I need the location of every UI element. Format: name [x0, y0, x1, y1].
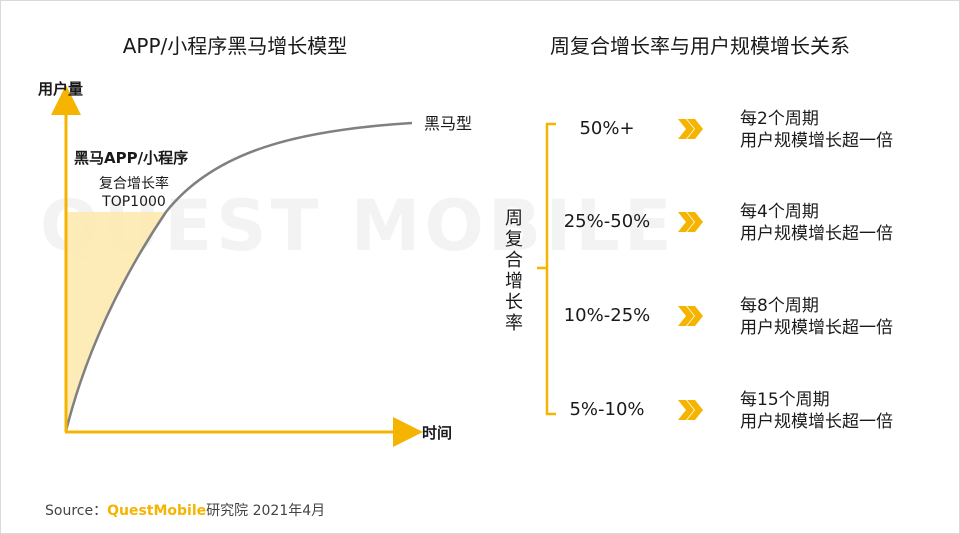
desc-row-4: 每15个周期 用户规模增长超一倍: [740, 390, 893, 432]
chevron-double-right-icon: [678, 306, 703, 326]
chevron-double-right-icon: [678, 400, 703, 420]
bracket: [537, 122, 556, 416]
bracket-label: 周 复 合 增 长 率: [505, 208, 523, 334]
left-title: APP/小程序黑马增长模型: [122, 34, 348, 58]
shaded-title: 黑马APP/小程序: [74, 149, 188, 167]
shaded-area: [66, 212, 166, 431]
x-axis-label: 时间: [422, 424, 452, 442]
chevron-double-right-icon: [678, 119, 703, 139]
rate-row-1: 50%+: [579, 118, 635, 139]
curve-label: 黑马型: [424, 114, 472, 133]
shaded-sub2: TOP1000: [101, 194, 166, 210]
chevron-double-right-icon: [678, 212, 703, 232]
rate-row-4: 5%-10%: [569, 399, 645, 420]
rate-row-2: 25%-50%: [563, 211, 651, 232]
right-title: 周复合增长率与用户规模增长关系: [550, 34, 850, 58]
y-axis-label: 用户量: [38, 80, 83, 98]
growth-curve: [64, 121, 413, 432]
rate-row-3: 10%-25%: [563, 305, 651, 326]
source-note: Source：QuestMobile研究院 2021年4月: [45, 503, 326, 519]
desc-row-2: 每4个周期 用户规模增长超一倍: [740, 202, 893, 244]
source-brand: QuestMobile: [107, 503, 207, 519]
shaded-sub1: 复合增长率: [99, 175, 169, 192]
desc-row-3: 每8个周期 用户规模增长超一倍: [740, 296, 893, 338]
desc-row-1: 每2个周期 用户规模增长超一倍: [740, 109, 893, 151]
